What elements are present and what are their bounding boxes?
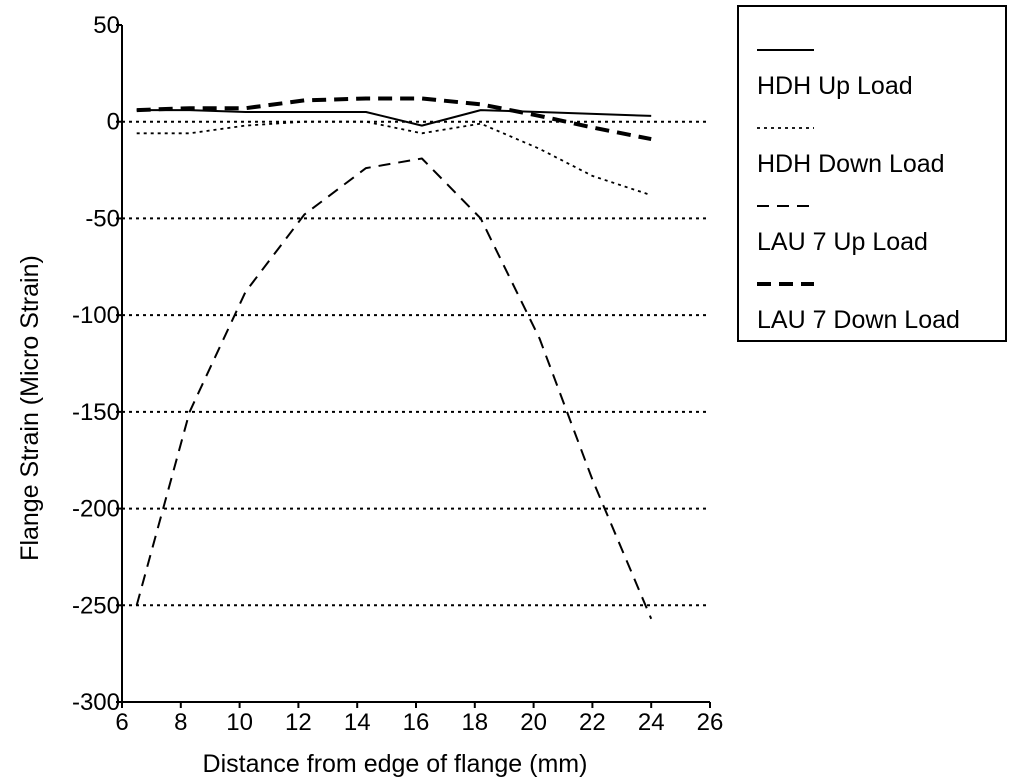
y-tick-label-1: 0 [107, 109, 120, 136]
series-lines [135, 96, 653, 620]
legend: HDH Up Load HDH Down Load LAU 7 Up Load LAU… [737, 5, 1007, 342]
legend-label-3: LAU 7 Down Load [757, 306, 960, 334]
y-tick-label-6: -250 [72, 592, 120, 619]
gridlines [122, 120, 710, 607]
y-tick-label-5: -200 [72, 496, 120, 523]
x-tick-label-9: 24 [638, 709, 665, 736]
y-tick-label-3: -100 [72, 302, 120, 329]
series-line-3 [136, 96, 652, 142]
x-tick-label-1: 8 [174, 709, 187, 736]
x-tick-label-10: 26 [697, 709, 724, 736]
series-line-2 [135, 157, 653, 620]
x-tick-label-3: 12 [285, 709, 312, 736]
legend-label-1: HDH Down Load [757, 150, 945, 178]
y-tick-label-0: 50 [93, 12, 120, 39]
x-tick-label-5: 16 [403, 709, 430, 736]
x-tick-label-6: 18 [461, 709, 488, 736]
series-line-1 [136, 120, 652, 197]
x-tick-label-4: 14 [344, 709, 371, 736]
x-tick-label-7: 20 [520, 709, 547, 736]
x-axis-title: Distance from edge of flange (mm) [203, 750, 588, 778]
axes [121, 25, 710, 703]
x-tick-label-2: 10 [226, 709, 253, 736]
legend-label-2: LAU 7 Up Load [757, 228, 928, 256]
y-tick-label-2: -50 [85, 205, 120, 232]
x-tick-label-0: 6 [115, 709, 128, 736]
x-tick-label-8: 22 [579, 709, 606, 736]
legend-label-0: HDH Up Load [757, 72, 913, 100]
y-tick-label-7: -300 [72, 689, 120, 716]
y-tick-label-4: -150 [72, 399, 120, 426]
y-axis-title: Flange Strain (Micro Strain) [16, 255, 44, 561]
